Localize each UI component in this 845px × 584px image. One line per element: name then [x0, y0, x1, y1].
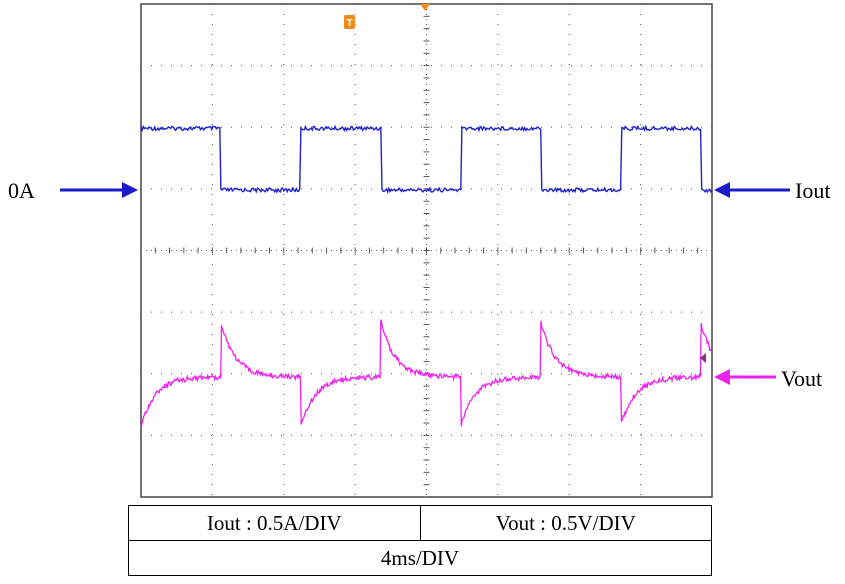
scope-grid: [140, 3, 713, 498]
trigger-marker: T: [344, 15, 355, 29]
trigger-time-marker: [420, 4, 430, 11]
scale-table: Iout : 0.5A/DIV Vout : 0.5V/DIV 4ms/DIV: [128, 505, 712, 576]
iout-arrow-head: [714, 182, 730, 198]
time-scale: 4ms/DIV: [128, 540, 712, 576]
iout-label: Iout: [795, 178, 831, 203]
zero-arrow-head: [122, 182, 138, 198]
vout-trace: [140, 319, 712, 428]
arrows: [60, 182, 790, 385]
scale-row: Iout : 0.5A/DIV Vout : 0.5V/DIV: [128, 505, 712, 541]
vout-label: Vout: [781, 366, 823, 391]
scope-traces: [140, 124, 713, 428]
vout-ref-marker: [700, 353, 706, 363]
iout-trace: [140, 124, 713, 195]
iout-scale: Iout : 0.5A/DIV: [128, 505, 421, 541]
trigger-label: T: [346, 18, 352, 29]
time-row: 4ms/DIV: [128, 540, 712, 576]
vout-arrow-head: [714, 369, 730, 385]
vout-scale: Vout : 0.5V/DIV: [419, 505, 712, 541]
zero-label: 0A: [8, 178, 35, 203]
